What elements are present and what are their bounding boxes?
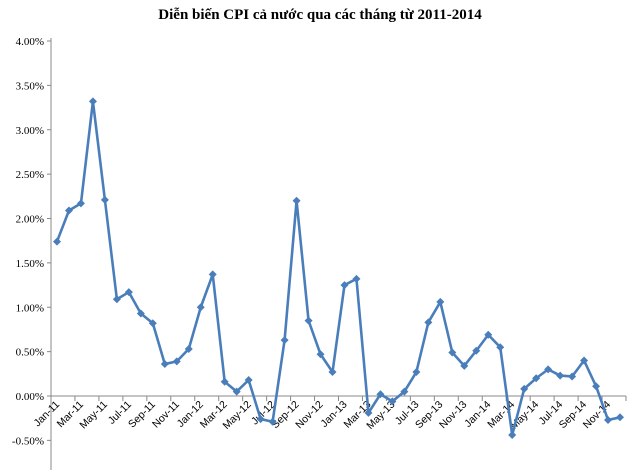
data-point (280, 336, 289, 345)
data-point (220, 377, 229, 386)
y-tick-label: 0.50% (16, 347, 44, 359)
x-tick-label: Nov-11 (150, 399, 182, 431)
data-point (244, 376, 253, 385)
x-tick-label: Nov-12 (293, 399, 326, 432)
x-tick-label: Nov-14 (581, 399, 614, 432)
data-point (436, 297, 445, 306)
y-tick-label: -0.50% (12, 435, 44, 447)
y-tick-label: 0.00% (16, 391, 44, 403)
data-point (340, 281, 349, 290)
data-point (76, 199, 85, 208)
data-point (64, 206, 73, 215)
data-point (400, 387, 409, 396)
data-point (592, 382, 601, 391)
y-tick-label: 2.00% (16, 214, 44, 226)
data-point (616, 413, 625, 422)
data-point (184, 344, 193, 353)
x-tick-label: Nov-13 (437, 399, 470, 432)
data-point (460, 361, 469, 370)
data-point (412, 368, 421, 377)
series-line (55, 100, 621, 437)
data-point (532, 374, 541, 383)
data-point (604, 415, 613, 424)
data-point (568, 372, 577, 381)
y-tick-label: 1.00% (16, 302, 44, 314)
chart-title: Diễn biến CPI cả nước qua các tháng từ 2… (158, 7, 482, 23)
data-point (388, 397, 397, 406)
y-tick-label: 1.50% (16, 258, 44, 270)
data-point (508, 431, 517, 440)
data-point (172, 357, 181, 366)
data-point (232, 387, 241, 396)
y-tick-label: 3.00% (16, 125, 44, 137)
data-point (292, 196, 301, 205)
data-point (160, 360, 169, 369)
data-point (196, 303, 205, 312)
y-tick-label: 2.50% (16, 169, 44, 181)
data-point (484, 330, 493, 339)
y-tick-label: 3.50% (16, 80, 44, 92)
data-point (352, 274, 361, 283)
data-point (520, 384, 529, 393)
data-point (556, 371, 565, 380)
data-point (316, 350, 325, 359)
data-point (424, 318, 433, 327)
data-point (112, 295, 121, 304)
data-point (304, 316, 313, 325)
data-point (256, 415, 265, 424)
data-point (148, 319, 157, 328)
data-point (136, 309, 145, 318)
data-point (208, 270, 217, 279)
data-point (448, 348, 457, 357)
y-tick-label: 4.00% (16, 36, 44, 48)
data-point (364, 408, 373, 417)
data-point (496, 343, 505, 352)
data-point (376, 390, 385, 399)
data-point (328, 368, 337, 377)
data-point (124, 288, 133, 297)
data-point (544, 365, 553, 374)
data-point (268, 417, 277, 426)
data-point (472, 346, 481, 355)
data-point (100, 195, 109, 204)
data-point (52, 237, 61, 246)
data-point (580, 356, 589, 365)
data-point (88, 97, 97, 106)
